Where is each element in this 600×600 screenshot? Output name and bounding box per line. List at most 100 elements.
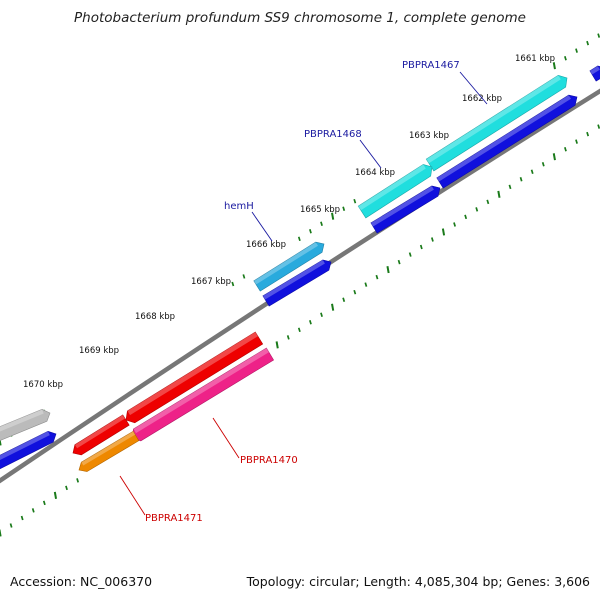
scale-tick bbox=[242, 274, 246, 279]
map-title: Photobacterium profundum SS9 chromosome … bbox=[74, 10, 526, 26]
gene-layer bbox=[0, 65, 600, 472]
scale-tick bbox=[297, 236, 301, 242]
scale-label-1670: 1670 kbp bbox=[23, 380, 63, 390]
gene-label-leader-pbpra1467 bbox=[459, 71, 488, 105]
scale-tick bbox=[541, 162, 545, 167]
scale-tick bbox=[419, 244, 423, 250]
scale-tick bbox=[441, 228, 446, 236]
gene-blue-right[interactable] bbox=[589, 65, 600, 82]
scale-tick bbox=[0, 529, 2, 537]
scale-tick bbox=[65, 485, 68, 491]
scale-tick bbox=[331, 212, 335, 220]
scale-tick bbox=[275, 341, 279, 349]
scale-tick bbox=[430, 237, 434, 242]
gene-orange-1471[interactable] bbox=[78, 430, 140, 472]
scale-tick bbox=[464, 214, 468, 220]
scale-label-1669: 1669 kbp bbox=[79, 346, 119, 356]
scale-tick bbox=[508, 184, 512, 190]
gene-blue-left[interactable] bbox=[0, 430, 57, 470]
scale-label-1664: 1664 kbp bbox=[355, 168, 395, 178]
scale-tick bbox=[353, 198, 357, 204]
scale-tick bbox=[386, 266, 390, 274]
gene-arrow[interactable] bbox=[357, 164, 433, 219]
gene-red-1470[interactable] bbox=[125, 331, 264, 424]
gene-label-pbpra1471[interactable]: PBPRA1471 bbox=[145, 513, 203, 524]
scale-tick bbox=[331, 303, 335, 311]
gene-arrow-highlight bbox=[436, 95, 571, 182]
gene-arrow[interactable] bbox=[0, 408, 51, 442]
scale-tick bbox=[309, 229, 312, 234]
scale-tick bbox=[475, 207, 479, 212]
gene-arrow[interactable] bbox=[589, 65, 600, 82]
scale-tick bbox=[530, 169, 534, 175]
gene-arrow[interactable] bbox=[262, 259, 332, 307]
scale-label-1667: 1667 kbp bbox=[191, 277, 231, 287]
accession-text: Accession: NC_006370 bbox=[10, 574, 153, 589]
gene-blue-hemH[interactable] bbox=[262, 259, 332, 307]
gene-arrow-highlight bbox=[426, 75, 561, 164]
gene-arrow-highlight bbox=[0, 431, 50, 460]
scale-tick bbox=[20, 515, 24, 521]
gene-label-pbpra1467[interactable]: PBPRA1467 bbox=[402, 60, 460, 71]
gene-cyan-1467[interactable] bbox=[425, 74, 568, 172]
scale-label-1668: 1668 kbp bbox=[135, 312, 175, 322]
gene-arrow-highlight bbox=[127, 332, 258, 416]
scale-tick bbox=[76, 478, 80, 483]
gene-cyan-1468[interactable] bbox=[357, 164, 433, 219]
scale-tick bbox=[575, 48, 578, 53]
scale-tick bbox=[408, 252, 412, 257]
gene-arrow[interactable] bbox=[436, 94, 578, 189]
scale-ticks-inner bbox=[0, 124, 600, 537]
scale-tick bbox=[597, 124, 600, 129]
gene-arrow-highlight bbox=[81, 431, 136, 466]
gene-hemH[interactable] bbox=[253, 241, 325, 292]
scale-tick bbox=[564, 146, 567, 152]
gene-arrow-highlight bbox=[370, 186, 434, 227]
gene-label-leader-pbpra1468 bbox=[359, 139, 382, 169]
scale-tick bbox=[231, 281, 235, 287]
scale-tick bbox=[297, 327, 301, 333]
scale-tick bbox=[375, 274, 379, 280]
gene-arrow-highlight bbox=[262, 259, 325, 300]
gene-label-leader-pbpra1471 bbox=[119, 475, 146, 516]
gene-arrow-highlight bbox=[133, 348, 269, 434]
gene-red-1471[interactable] bbox=[72, 414, 130, 456]
scale-tick bbox=[453, 222, 456, 227]
gene-arrow[interactable] bbox=[370, 185, 441, 234]
scale-label-1663: 1663 kbp bbox=[409, 131, 449, 141]
scale-tick bbox=[286, 335, 290, 340]
scale-label-1665: 1665 kbp bbox=[300, 205, 340, 215]
gene-grey[interactable] bbox=[0, 408, 51, 442]
gene-label-hemh[interactable]: hemH bbox=[224, 201, 254, 212]
gene-arrow[interactable] bbox=[0, 430, 57, 470]
scale-tick bbox=[486, 199, 490, 205]
scale-ticks-outer bbox=[0, 33, 600, 446]
scale-tick bbox=[9, 523, 13, 528]
gene-arrow-highlight bbox=[0, 409, 44, 432]
gene-arrow[interactable] bbox=[425, 74, 568, 172]
scale-tick bbox=[519, 177, 523, 182]
scale-tick bbox=[364, 282, 368, 287]
gene-arrow[interactable] bbox=[78, 430, 140, 472]
scale-tick bbox=[397, 259, 401, 265]
scale-tick bbox=[320, 221, 323, 227]
gene-arrow[interactable] bbox=[253, 241, 325, 292]
gene-label-pbpra1468[interactable]: PBPRA1468 bbox=[304, 129, 362, 140]
gene-arrow[interactable] bbox=[72, 414, 130, 456]
gene-blue-1467[interactable] bbox=[436, 94, 578, 189]
gene-arrow[interactable] bbox=[131, 347, 275, 442]
scale-tick bbox=[552, 153, 556, 161]
gene-blue-1468[interactable] bbox=[370, 185, 441, 234]
gene-label-pbpra1470[interactable]: PBPRA1470 bbox=[240, 455, 298, 466]
scale-label-1662: 1662 kbp bbox=[462, 94, 502, 104]
scale-tick bbox=[564, 55, 567, 61]
gene-arrow[interactable] bbox=[125, 331, 264, 424]
gene-arrow-highlight bbox=[253, 242, 318, 285]
scale-tick bbox=[353, 289, 357, 295]
gene-pink-1470[interactable] bbox=[131, 347, 275, 442]
scale-tick bbox=[53, 491, 58, 499]
gene-arrow-highlight bbox=[589, 66, 600, 75]
scale-tick bbox=[320, 312, 323, 318]
scale-tick bbox=[0, 438, 2, 446]
scale-tick bbox=[342, 206, 346, 211]
